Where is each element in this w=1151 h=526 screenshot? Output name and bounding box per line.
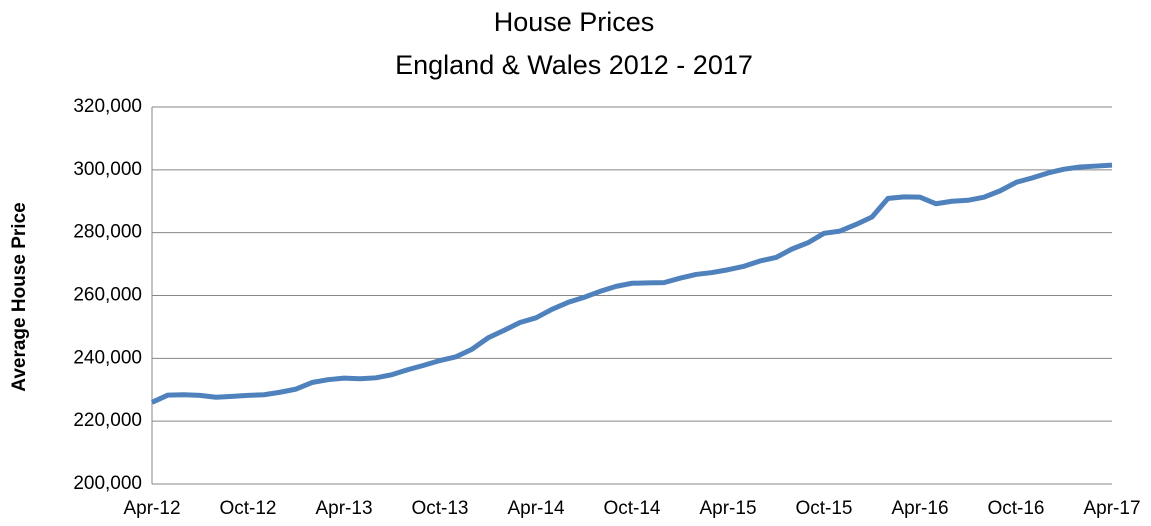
- x-tick-label: Oct-15: [795, 498, 852, 519]
- x-tick-label: Oct-13: [411, 498, 468, 519]
- y-tick-label: 260,000: [73, 285, 142, 306]
- y-tick-label: 240,000: [73, 347, 142, 368]
- x-tick-label: Apr-12: [123, 498, 180, 519]
- x-tick-label: Oct-16: [987, 498, 1044, 519]
- chart-subtitle: England & Wales 2012 - 2017: [395, 50, 753, 80]
- x-tick-label: Oct-12: [219, 498, 276, 519]
- y-tick-label: 280,000: [73, 222, 142, 243]
- x-tick-label: Apr-14: [507, 498, 564, 519]
- x-tick-label: Apr-17: [1083, 498, 1140, 519]
- y-tick-label: 300,000: [73, 159, 142, 180]
- x-tick-label: Apr-15: [699, 498, 756, 519]
- x-tick-label: Apr-16: [891, 498, 948, 519]
- x-tick-label: Oct-14: [603, 498, 660, 519]
- line: [150, 162, 1113, 405]
- y-tick-label: 320,000: [73, 96, 142, 117]
- y-tick-label: 220,000: [73, 410, 142, 431]
- y-tick-label: 200,000: [73, 473, 142, 494]
- x-tick-label: Apr-13: [315, 498, 372, 519]
- y-axis-label: Average House Price: [9, 202, 30, 391]
- chart-title: House Prices: [494, 7, 655, 37]
